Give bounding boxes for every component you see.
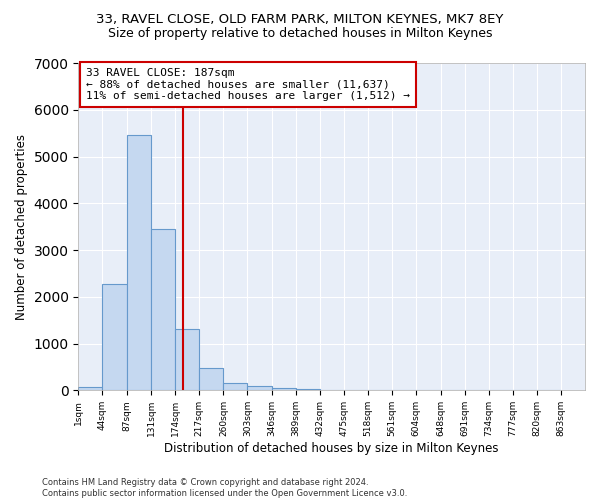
Text: 33 RAVEL CLOSE: 187sqm
← 88% of detached houses are smaller (11,637)
11% of semi: 33 RAVEL CLOSE: 187sqm ← 88% of detached… — [86, 68, 410, 101]
Y-axis label: Number of detached properties: Number of detached properties — [15, 134, 28, 320]
Bar — [127, 134, 151, 390]
Bar — [296, 389, 320, 390]
Bar — [247, 386, 272, 390]
Bar — [79, 386, 103, 390]
Text: 33, RAVEL CLOSE, OLD FARM PARK, MILTON KEYNES, MK7 8EY: 33, RAVEL CLOSE, OLD FARM PARK, MILTON K… — [97, 12, 503, 26]
Bar — [151, 230, 175, 390]
Bar — [199, 368, 223, 390]
Bar — [223, 382, 247, 390]
Bar — [272, 388, 296, 390]
Bar — [103, 284, 127, 391]
Bar — [175, 328, 199, 390]
X-axis label: Distribution of detached houses by size in Milton Keynes: Distribution of detached houses by size … — [164, 442, 499, 455]
Text: Size of property relative to detached houses in Milton Keynes: Size of property relative to detached ho… — [108, 28, 492, 40]
Text: Contains HM Land Registry data © Crown copyright and database right 2024.
Contai: Contains HM Land Registry data © Crown c… — [42, 478, 407, 498]
